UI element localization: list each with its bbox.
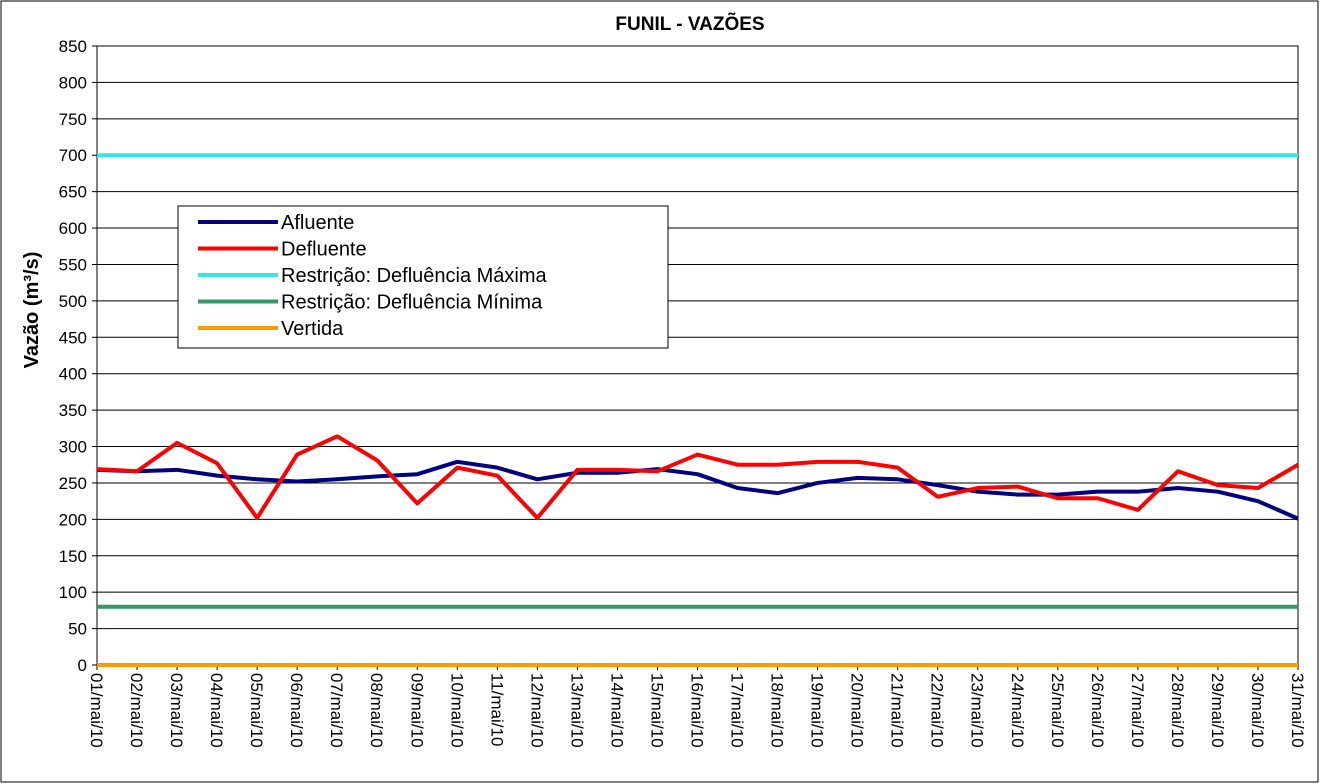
legend-label: Restrição: Defluência Máxima [281,265,548,287]
x-tick-label: 05/mai/10 [247,673,266,748]
x-tick-label: 08/mai/10 [367,673,386,748]
y-tick-label: 250 [59,474,87,493]
x-tick-label: 13/mai/10 [567,673,586,748]
y-tick-label: 50 [68,620,87,639]
x-tick-label: 19/mai/10 [808,673,827,748]
x-tick-label: 21/mai/10 [888,673,907,748]
x-tick-label: 28/mai/10 [1168,673,1187,748]
x-tick-label: 17/mai/10 [728,673,747,748]
x-tick-label: 27/mai/10 [1128,673,1147,748]
x-tick-label: 11/mai/10 [487,673,506,746]
y-tick-label: 600 [59,219,87,238]
x-tick-label: 03/mai/10 [167,673,186,748]
y-tick-label: 400 [59,365,87,384]
legend-label: Defluente [281,239,367,261]
x-tick-label: 15/mai/10 [647,673,666,748]
y-tick-label: 200 [59,510,87,529]
y-tick-label: 500 [59,292,87,311]
x-tick-label: 29/mai/10 [1208,673,1227,748]
y-axis-label: Vazão (m³/s) [21,252,43,369]
x-tick-label: 22/mai/10 [928,673,947,748]
x-tick-label: 18/mai/10 [768,673,787,748]
x-tick-label: 25/mai/10 [1048,673,1067,748]
x-tick-label: 06/mai/10 [287,673,306,748]
x-tick-label: 09/mai/10 [407,673,426,748]
y-tick-label: 150 [59,547,87,566]
series-line [96,434,1300,520]
y-tick-label: 300 [59,438,87,457]
x-tick-label: 23/mai/10 [968,673,987,748]
legend-label: Restrição: Defluência Mínima [281,292,543,314]
series-line [96,459,1299,521]
x-tick-label: 12/mai/10 [527,673,546,748]
y-tick-label: 700 [59,146,87,165]
y-tick-label: 850 [59,37,87,56]
x-tick-label: 24/mai/10 [1008,673,1027,748]
y-tick-label: 800 [59,73,87,92]
y-tick-label: 350 [59,401,87,420]
x-tick-label: 30/mai/10 [1248,673,1267,748]
legend-label: Afluente [281,212,354,234]
x-tick-label: 01/mai/10 [87,673,106,748]
plot-area [96,45,1299,666]
x-tick-label: 31/mai/10 [1288,673,1307,748]
legend-label: Vertida [281,318,344,340]
x-tick-label: 10/mai/10 [447,673,466,748]
y-tick-label: 0 [78,656,87,675]
y-tick-label: 450 [59,328,87,347]
y-tick-label: 550 [59,255,87,274]
y-tick-label: 100 [59,583,87,602]
y-tick-label: 750 [59,110,87,129]
x-tick-label: 14/mai/10 [607,673,626,748]
x-tick-label: 02/mai/10 [127,673,146,748]
y-tick-label: 650 [59,183,87,202]
x-tick-label: 26/mai/10 [1088,673,1107,748]
x-tick-label: 20/mai/10 [848,673,867,748]
chart-title: FUNIL - VAZÕES [615,13,764,35]
x-tick-label: 04/mai/10 [207,673,226,748]
x-tick-label: 16/mai/10 [688,673,707,748]
x-tick-label: 07/mai/10 [327,673,346,748]
